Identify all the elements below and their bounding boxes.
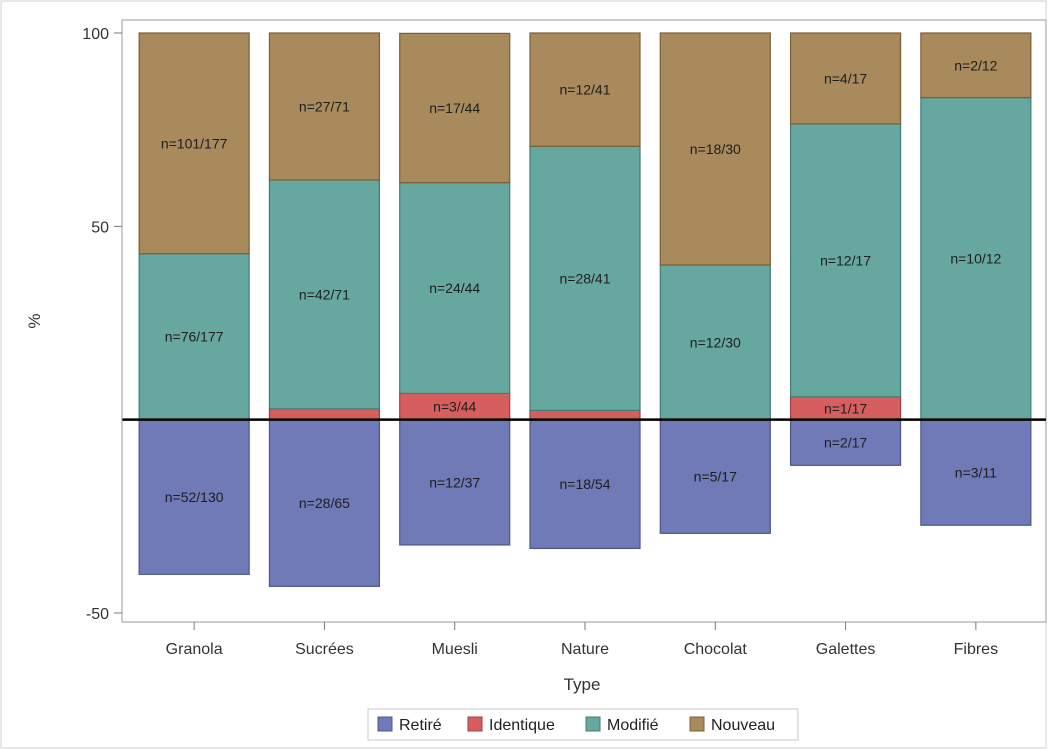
legend-swatch [467, 716, 483, 732]
legend-frame [367, 708, 799, 741]
legend: Retiré Identique Modifié Nouveau [367, 708, 799, 741]
bar-segment-modifie-granola [138, 253, 250, 421]
data-label: n=3/44 [433, 399, 476, 415]
legend-swatch [689, 716, 705, 732]
legend-label: Modifié [607, 717, 659, 734]
data-label: n=2/17 [824, 434, 867, 450]
bar-marks: n=52/130 n=76/177 n=101/177 n=28/65 n=42/71 n… [138, 32, 1032, 587]
data-label: n=27/71 [299, 98, 350, 114]
bar-segment-retire-chocolat [659, 419, 771, 534]
data-label: n=10/12 [950, 251, 1001, 267]
bar-segment-modifie-chocolat [659, 264, 771, 421]
data-label: n=12/37 [429, 474, 480, 490]
y-axis: -50 50 100 [82, 20, 123, 623]
data-label: n=12/17 [820, 252, 871, 268]
data-label: n=101/177 [161, 135, 228, 151]
legend-label: Identique [489, 717, 555, 734]
data-label: n=24/44 [429, 280, 480, 296]
y-tick-label: 50 [91, 219, 109, 236]
data-label: n=52/130 [165, 489, 224, 505]
bar-segment-modifie-nature [529, 145, 641, 411]
data-label: n=2/12 [954, 57, 997, 73]
bar-segment-retire-muesli [399, 419, 511, 546]
data-label: n=42/71 [299, 286, 350, 302]
data-label: n=12/30 [690, 334, 741, 350]
bar-segment-modifie-galettes [789, 123, 902, 398]
x-tick-label: Nature [561, 641, 609, 658]
x-tick-label: Muesli [432, 641, 478, 658]
data-label: n=76/177 [165, 329, 224, 345]
x-tick-label: Granola [166, 641, 223, 658]
data-label: n=18/30 [690, 141, 741, 157]
x-tick-label: Fibres [954, 641, 998, 658]
bar-segment-nouveau-sucrees [268, 32, 381, 181]
data-label: n=28/41 [560, 270, 611, 286]
bar-segment-identique-sucrees [268, 408, 381, 421]
bar-segment-nouveau-galettes [789, 32, 902, 125]
x-axis: Granola Sucrées Muesli Nature Chocolat Galett… [122, 621, 1046, 658]
bar-segment-identique-nature [529, 409, 641, 421]
data-label: n=18/54 [560, 476, 611, 492]
bar-segment-retire-galettes [789, 419, 902, 466]
bar-segment-nouveau-fibres [920, 32, 1032, 99]
x-axis-label: Type [564, 675, 601, 694]
y-axis-label: % [25, 313, 44, 328]
bar-segment-retire-nature [529, 419, 641, 550]
y-tick-label: -50 [86, 606, 109, 623]
data-label: n=17/44 [429, 100, 480, 116]
data-label: n=1/17 [824, 400, 867, 416]
legend-label: Nouveau [711, 717, 775, 734]
data-label: n=28/65 [299, 495, 350, 511]
bar-segment-modifie-sucrees [268, 179, 381, 410]
y-tick-label: 100 [82, 26, 109, 43]
bar-segment-nouveau-muesli [399, 32, 511, 184]
bar-segment-nouveau-nature [529, 32, 641, 147]
bar-segment-modifie-muesli [399, 182, 511, 394]
x-tick-label: Galettes [816, 641, 876, 658]
bar-segment-nouveau-granola [138, 32, 250, 255]
legend-swatch [377, 716, 393, 732]
data-label: n=5/17 [694, 469, 737, 485]
x-tick-label: Chocolat [684, 641, 748, 658]
bar-segment-retire-fibres [920, 419, 1032, 526]
x-tick-label: Sucrées [295, 641, 354, 658]
data-label: n=3/11 [955, 464, 997, 480]
data-label: n=4/17 [824, 70, 867, 86]
data-label: n=12/41 [560, 82, 611, 98]
legend-label: Retiré [399, 717, 442, 734]
legend-swatch [585, 716, 601, 732]
bar-segment-nouveau-chocolat [659, 32, 771, 266]
